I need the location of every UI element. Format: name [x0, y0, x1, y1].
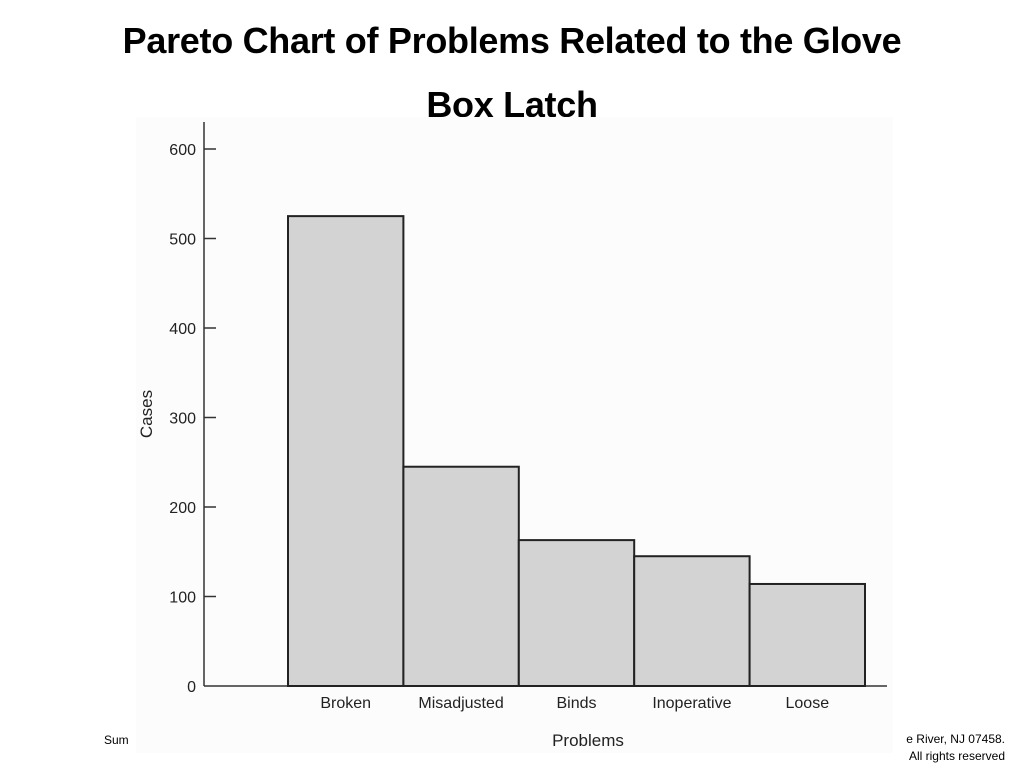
- x-tick-label: Inoperative: [652, 695, 731, 712]
- bar-misadjusted: [402, 465, 520, 687]
- bar-binds: [517, 539, 636, 687]
- x-tick-label: Loose: [786, 695, 830, 712]
- footer-right-line-1: e River, NJ 07458.: [906, 732, 1005, 746]
- y-tick-label: 0: [187, 679, 196, 696]
- y-tick-label: 200: [169, 500, 196, 517]
- y-tick-label: 300: [169, 411, 196, 428]
- footer-right-line-2: All rights reserved: [908, 749, 1005, 763]
- y-tick-label: 100: [169, 590, 196, 607]
- footer-left-text: Sum: [104, 733, 129, 747]
- x-tick-label: Binds: [556, 695, 596, 712]
- title-line-1: Pareto Chart of Problems Related to the …: [122, 20, 902, 61]
- y-axis-title: Cases: [137, 390, 156, 438]
- y-tick-label: 600: [169, 142, 196, 159]
- x-axis-title: Problems: [552, 731, 624, 750]
- x-tick-label: Broken: [320, 695, 371, 712]
- bar-broken: [287, 215, 405, 687]
- x-tick-label: Misadjusted: [418, 695, 503, 712]
- bar-inoperative: [633, 555, 751, 687]
- y-tick-label: 500: [169, 232, 196, 249]
- slide-title: Pareto Chart of Problems Related to the …: [40, 18, 984, 128]
- bar-loose: [748, 582, 866, 687]
- footer-right-text: e River, NJ 07458. All rights reserved: [906, 731, 1005, 765]
- y-tick-label: 400: [169, 321, 196, 338]
